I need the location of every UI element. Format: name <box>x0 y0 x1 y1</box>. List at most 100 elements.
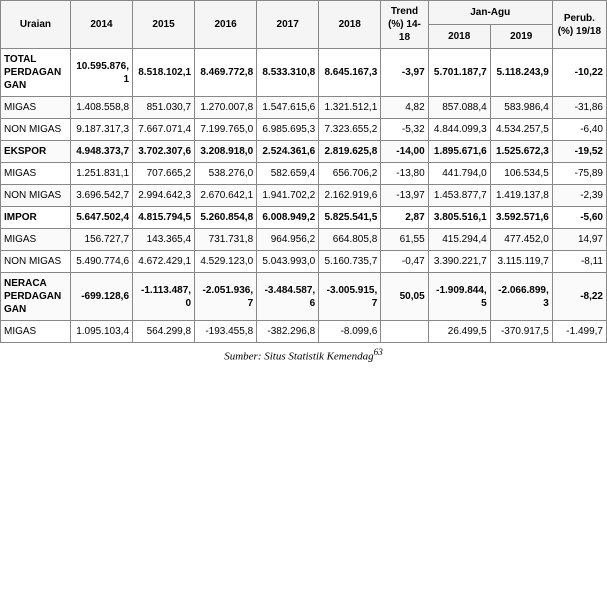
cell-value: 1.895.671,6 <box>428 141 490 163</box>
cell-value: 7.667.071,4 <box>133 119 195 141</box>
cell-value: 5.490.774,6 <box>70 251 132 273</box>
cell-value: -699.128,6 <box>70 273 132 321</box>
table-row: EKSPOR4.948.373,73.702.307,63.208.918,02… <box>1 141 607 163</box>
col-2017: 2017 <box>257 1 319 49</box>
cell-value: 7.323.655,2 <box>319 119 381 141</box>
cell-value: -13,80 <box>381 163 428 185</box>
table-row: MIGAS1.408.558,8851.030,71.270.007,81.54… <box>1 97 607 119</box>
cell-value: 61,55 <box>381 229 428 251</box>
cell-value: 50,05 <box>381 273 428 321</box>
table-row: MIGAS1.251.831,1707.665,2538.276,0582.65… <box>1 163 607 185</box>
cell-value: 1.270.007,8 <box>195 97 257 119</box>
cell-value: 857.088,4 <box>428 97 490 119</box>
cell-value: 106.534,5 <box>490 163 552 185</box>
cell-value: 477.452,0 <box>490 229 552 251</box>
cell-value: 3.592.571,6 <box>490 207 552 229</box>
cell-value: -0,47 <box>381 251 428 273</box>
cell-value: 5.260.854,8 <box>195 207 257 229</box>
row-label: MIGAS <box>1 321 71 343</box>
cell-value: 538.276,0 <box>195 163 257 185</box>
cell-value: 6.008.949,2 <box>257 207 319 229</box>
cell-value: -8.099,6 <box>319 321 381 343</box>
cell-value: 3.805.516,1 <box>428 207 490 229</box>
table-row: MIGAS1.095.103,4564.299,8-193.455,8-382.… <box>1 321 607 343</box>
cell-value: 5.647.502,4 <box>70 207 132 229</box>
cell-value: 7.199.765,0 <box>195 119 257 141</box>
cell-value: 582.659,4 <box>257 163 319 185</box>
cell-value: -5,32 <box>381 119 428 141</box>
cell-value: 1.547.615,6 <box>257 97 319 119</box>
cell-value: 4,82 <box>381 97 428 119</box>
cell-value: 5.825.541,5 <box>319 207 381 229</box>
cell-value: 2.670.642,1 <box>195 185 257 207</box>
table-row: MIGAS156.727,7143.365,4731.731,8964.956,… <box>1 229 607 251</box>
cell-value: 4.534.257,5 <box>490 119 552 141</box>
row-label: NERACA PERDAGANGAN <box>1 273 71 321</box>
row-label: IMPOR <box>1 207 71 229</box>
cell-value: -3.005.915,7 <box>319 273 381 321</box>
cell-value: 2.819.625,8 <box>319 141 381 163</box>
cell-value: -2.066.899,3 <box>490 273 552 321</box>
row-label: NON MIGAS <box>1 185 71 207</box>
cell-value: 8.645.167,3 <box>319 49 381 97</box>
row-label: MIGAS <box>1 97 71 119</box>
cell-value: -382.296,8 <box>257 321 319 343</box>
cell-value: 4.672.429,1 <box>133 251 195 273</box>
cell-value: -193.455,8 <box>195 321 257 343</box>
cell-value: 10.595.876,1 <box>70 49 132 97</box>
col-2015: 2015 <box>133 1 195 49</box>
caption-superscript: 63 <box>374 347 383 357</box>
cell-value: -1.113.487,0 <box>133 273 195 321</box>
cell-value: -6,40 <box>552 119 606 141</box>
cell-value: 8.469.772,8 <box>195 49 257 97</box>
cell-value: -3.484.587,6 <box>257 273 319 321</box>
cell-value: 851.030,7 <box>133 97 195 119</box>
cell-value: 564.299,8 <box>133 321 195 343</box>
table-header: Uraian 2014 2015 2016 2017 2018 Trend (%… <box>1 1 607 49</box>
cell-value: 8.533.310,8 <box>257 49 319 97</box>
cell-value: 5.043.993,0 <box>257 251 319 273</box>
cell-value: 3.696.542,7 <box>70 185 132 207</box>
cell-value: -8,11 <box>552 251 606 273</box>
cell-value: 2.524.361,6 <box>257 141 319 163</box>
cell-value: 1.525.672,3 <box>490 141 552 163</box>
col-2018: 2018 <box>319 1 381 49</box>
cell-value: 3.702.307,6 <box>133 141 195 163</box>
cell-value: 664.805,8 <box>319 229 381 251</box>
cell-value: 2,87 <box>381 207 428 229</box>
col-2014: 2014 <box>70 1 132 49</box>
cell-value: 731.731,8 <box>195 229 257 251</box>
cell-value: 964.956,2 <box>257 229 319 251</box>
cell-value: 1.941.702,2 <box>257 185 319 207</box>
table-caption: Sumber: Situs Statistik Kemendag63 <box>0 343 607 363</box>
cell-value: 415.294,4 <box>428 229 490 251</box>
cell-value: 1.321.512,1 <box>319 97 381 119</box>
cell-value: 8.518.102,1 <box>133 49 195 97</box>
cell-value: 656.706,2 <box>319 163 381 185</box>
cell-value: -8,22 <box>552 273 606 321</box>
col-trend: Trend (%) 14-18 <box>381 1 428 49</box>
cell-value: 707.665,2 <box>133 163 195 185</box>
cell-value: -5,60 <box>552 207 606 229</box>
row-label: MIGAS <box>1 229 71 251</box>
cell-value: 1.419.137,8 <box>490 185 552 207</box>
col-janagu: Jan-Agu <box>428 1 552 25</box>
col-2016: 2016 <box>195 1 257 49</box>
cell-value: 2.162.919,6 <box>319 185 381 207</box>
col-ja2018: 2018 <box>428 25 490 49</box>
cell-value: 3.115.119,7 <box>490 251 552 273</box>
table-row: TOTAL PERDAGANGAN10.595.876,18.518.102,1… <box>1 49 607 97</box>
cell-value: -2,39 <box>552 185 606 207</box>
cell-value: 4.948.373,7 <box>70 141 132 163</box>
cell-value: 1.251.831,1 <box>70 163 132 185</box>
col-perub: Perub. (%) 19/18 <box>552 1 606 49</box>
table-row: NON MIGAS3.696.542,72.994.642,32.670.642… <box>1 185 607 207</box>
cell-value: -10,22 <box>552 49 606 97</box>
cell-value: -19,52 <box>552 141 606 163</box>
cell-value: 5.118.243,9 <box>490 49 552 97</box>
table-row: IMPOR5.647.502,44.815.794,55.260.854,86.… <box>1 207 607 229</box>
row-label: TOTAL PERDAGANGAN <box>1 49 71 97</box>
trade-table: Uraian 2014 2015 2016 2017 2018 Trend (%… <box>0 0 607 343</box>
cell-value: 5.160.735,7 <box>319 251 381 273</box>
cell-value <box>381 321 428 343</box>
